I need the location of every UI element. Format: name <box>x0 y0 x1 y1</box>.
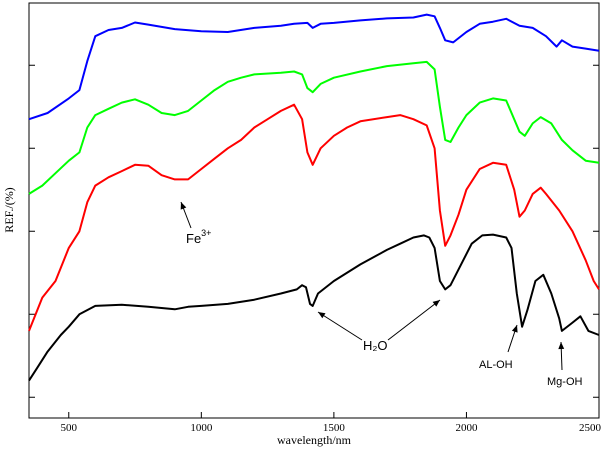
x-tick-label: 2500 <box>579 422 602 434</box>
al-oh-arrow <box>507 324 518 353</box>
x-tick-label: 1500 <box>323 422 346 434</box>
mg-oh-annotation-label: Mg-OH <box>547 376 583 388</box>
x-axis-label: wavelength/nm <box>277 433 352 447</box>
series-line-4 <box>28 233 600 382</box>
h2o-arrow-1400 <box>317 311 363 341</box>
fe3-superscript-text: 3+ <box>201 228 211 238</box>
series-line-3 <box>28 103 600 332</box>
mg-oh-arrow <box>558 341 565 371</box>
x-tick-label: 500 <box>61 422 78 434</box>
series-line-2 <box>28 60 600 195</box>
x-tick-label: 2000 <box>455 422 478 434</box>
y-axis-ticks <box>29 64 599 398</box>
fe3-annotation-label: Fe3+ <box>186 228 211 246</box>
h2o-annotation-label: H₂O <box>363 338 388 353</box>
annotation-arrows <box>180 201 565 371</box>
series-layer <box>28 13 600 382</box>
x-tick-label: 1000 <box>190 422 213 434</box>
plot-frame <box>28 2 600 419</box>
fe3-arrow <box>180 201 192 229</box>
h2o-arrow-1900 <box>387 299 441 341</box>
al-oh-annotation-label: AL-OH <box>479 359 513 371</box>
fe3-base-text: Fe <box>186 231 201 246</box>
y-axis-label: REF./(%) <box>2 187 16 232</box>
x-axis-ticks: 500 1000 1500 2000 2500 <box>61 412 602 434</box>
series-line-1 <box>28 13 600 121</box>
